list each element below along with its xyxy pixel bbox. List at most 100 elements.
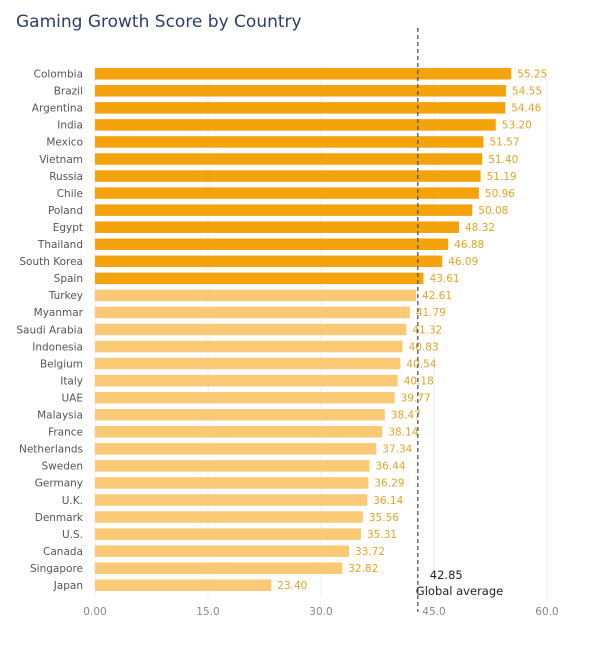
x-tick-label: 30.0 (309, 606, 332, 618)
category-label: Canada (43, 546, 83, 558)
category-label: France (48, 427, 83, 439)
value-label: 50.08 (478, 205, 508, 217)
category-label: Argentina (32, 103, 83, 115)
value-label: 40.83 (409, 341, 439, 353)
category-label: U.K. (62, 495, 83, 507)
value-label: 55.25 (517, 69, 547, 81)
bar (95, 136, 484, 148)
bar (95, 119, 496, 131)
category-label: Myanmar (34, 307, 84, 319)
bar (95, 528, 362, 540)
bar (95, 340, 403, 353)
category-label: Poland (48, 205, 83, 217)
reference-text-label: Global average (416, 584, 503, 598)
category-label: Japan (53, 580, 83, 592)
bar (95, 579, 272, 591)
category-label: Netherlands (19, 444, 83, 456)
category-label: Singapore (30, 563, 83, 575)
value-label: 41.79 (416, 307, 446, 319)
value-label: 40.18 (404, 375, 434, 387)
bar (95, 255, 443, 268)
category-label: Brazil (54, 86, 83, 98)
value-label: 46.88 (454, 239, 484, 251)
bar (95, 272, 424, 285)
value-label: 23.40 (277, 580, 307, 592)
x-tick-label: 15.0 (196, 606, 219, 618)
category-label: Colombia (34, 69, 83, 81)
bar (95, 443, 377, 455)
value-label: 36.29 (374, 478, 404, 490)
category-label: Thailand (37, 239, 83, 251)
value-label: 36.44 (376, 461, 406, 473)
category-label: UAE (61, 392, 83, 404)
category-label: Vietnam (39, 154, 83, 166)
bar (95, 187, 479, 199)
value-label: 42.61 (422, 290, 452, 302)
bar (95, 306, 410, 319)
value-label: 40.54 (406, 358, 436, 370)
bar (95, 409, 385, 421)
value-label: 53.20 (502, 120, 532, 132)
bar (95, 357, 401, 370)
bar (95, 204, 473, 216)
bar (95, 153, 483, 165)
category-label: Russia (49, 171, 83, 183)
bar (95, 68, 512, 80)
category-label: Indonesia (32, 341, 83, 353)
category-label: U.S. (62, 529, 83, 541)
bar (95, 374, 398, 387)
bar (95, 494, 368, 506)
category-label: Sweden (42, 461, 84, 473)
x-tick-label: 45.0 (422, 606, 445, 618)
value-label: 41.32 (412, 324, 442, 336)
value-label: 51.57 (489, 137, 519, 149)
category-label: Germany (35, 478, 83, 490)
bar (95, 477, 369, 489)
bar (95, 323, 407, 336)
bar (95, 170, 481, 182)
value-label: 38.14 (388, 427, 418, 439)
value-label: 35.56 (369, 512, 399, 524)
bar (95, 289, 416, 302)
value-label: 51.40 (488, 154, 518, 166)
bar (95, 102, 506, 114)
bar (95, 85, 506, 97)
value-label: 39.77 (401, 392, 431, 404)
value-label: 37.34 (382, 444, 412, 456)
reference-value-label: 42.85 (430, 568, 463, 582)
bar (95, 511, 363, 523)
category-label: Italy (60, 375, 83, 387)
reference-line-group: 42.85 Global average (416, 28, 503, 612)
value-label: 50.96 (485, 188, 515, 200)
value-label: 54.55 (512, 86, 542, 98)
bar (95, 238, 449, 250)
value-label: 35.31 (367, 529, 397, 541)
category-label: Egypt (53, 222, 83, 234)
category-label: Denmark (35, 512, 84, 524)
category-label: South Korea (19, 256, 83, 268)
value-label: 32.82 (348, 563, 378, 575)
value-label: 48.32 (465, 222, 495, 234)
value-label: 33.72 (355, 546, 385, 558)
category-label: India (57, 120, 83, 132)
x-axis-ticks: 0.00 15.0 30.0 45.0 60.0 (83, 606, 558, 618)
category-label: Spain (54, 273, 83, 285)
bar (95, 221, 460, 233)
bar (95, 545, 350, 557)
bars (95, 68, 512, 591)
bar (95, 460, 370, 472)
category-label: Turkey (48, 290, 83, 302)
category-label: Mexico (46, 137, 83, 149)
value-label: 54.46 (511, 103, 541, 115)
x-tick-label: 0.00 (83, 606, 106, 618)
bar (95, 426, 383, 438)
category-label: Malaysia (37, 410, 83, 422)
value-labels: 55.25 54.55 54.46 53.20 51.57 51.40 51.19 50.96… (277, 69, 547, 593)
category-label: Belgium (40, 358, 83, 370)
value-label: 51.19 (487, 171, 517, 183)
category-labels: Colombia Brazil Argentina India Mexico Vietna… (16, 69, 84, 593)
bar (95, 391, 395, 404)
category-label: Chile (57, 188, 83, 200)
value-label: 46.09 (448, 256, 478, 268)
chart-title: Gaming Growth Score by Country (16, 12, 302, 32)
